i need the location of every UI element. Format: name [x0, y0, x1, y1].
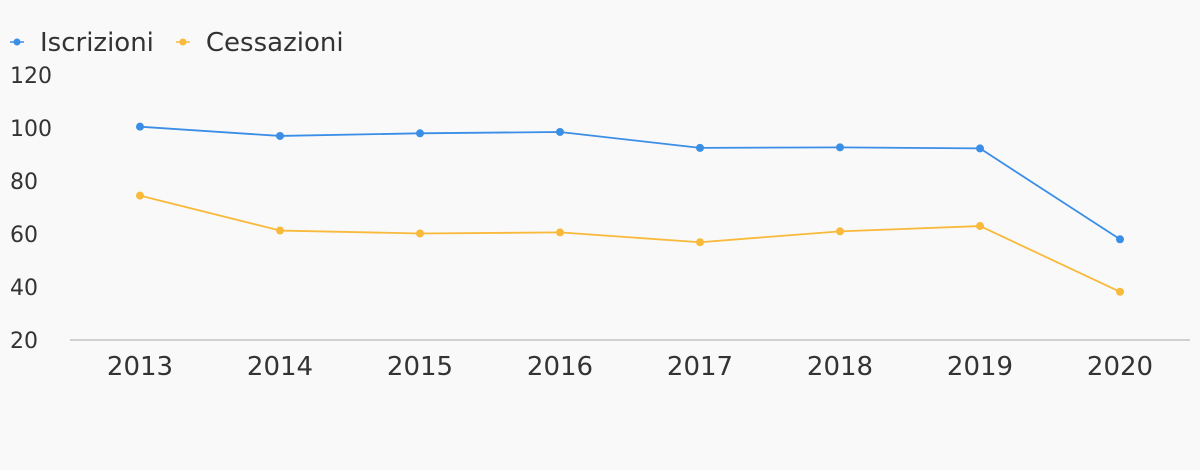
x-tick-label: 2020	[1087, 352, 1153, 382]
x-tick-label: 2019	[947, 352, 1013, 382]
data-point[interactable]	[556, 228, 564, 237]
x-axis: 2013 2014 2015 2016 2017 2018 2019 2020	[70, 339, 1190, 382]
series-cessazioni	[136, 191, 1124, 296]
data-point[interactable]	[1116, 287, 1124, 296]
y-axis: 20 40 60 80 100 120	[10, 64, 52, 354]
legend: Iscrizioni Cessazioni	[10, 28, 344, 58]
y-tick-label: 80	[10, 170, 38, 195]
legend-marker-icon	[13, 38, 21, 46]
series-line	[139, 194, 1121, 293]
data-point[interactable]	[976, 144, 984, 153]
x-tick-label: 2013	[107, 352, 173, 382]
legend-marker-icon	[179, 38, 187, 46]
data-point[interactable]	[276, 226, 284, 235]
x-tick-label: 2016	[527, 352, 593, 382]
x-tick-label: 2017	[667, 352, 733, 382]
legend-label: Iscrizioni	[40, 28, 154, 58]
data-point[interactable]	[136, 122, 144, 131]
data-point[interactable]	[136, 191, 144, 200]
y-tick-label: 40	[10, 276, 38, 301]
series-line	[139, 125, 1121, 241]
y-tick-label: 20	[10, 329, 38, 354]
data-point[interactable]	[276, 131, 284, 140]
data-point[interactable]	[976, 222, 984, 231]
y-tick-label: 120	[10, 64, 52, 89]
y-tick-label: 60	[10, 223, 38, 248]
data-point[interactable]	[696, 238, 704, 247]
x-tick-label: 2018	[807, 352, 873, 382]
data-point[interactable]	[836, 143, 844, 152]
y-tick-label: 100	[10, 117, 52, 142]
data-point[interactable]	[556, 127, 564, 136]
series-layer	[136, 122, 1124, 296]
series-iscrizioni	[136, 122, 1124, 244]
legend-label: Cessazioni	[206, 28, 344, 58]
x-tick-label: 2015	[387, 352, 453, 382]
legend-item-cessazioni[interactable]: Cessazioni	[175, 28, 344, 58]
data-point[interactable]	[836, 227, 844, 236]
legend-item-iscrizioni[interactable]: Iscrizioni	[10, 28, 154, 58]
data-point[interactable]	[416, 129, 424, 138]
x-tick-label: 2014	[247, 352, 313, 382]
data-point[interactable]	[696, 143, 704, 152]
data-point[interactable]	[416, 229, 424, 238]
data-point[interactable]	[1116, 235, 1124, 244]
